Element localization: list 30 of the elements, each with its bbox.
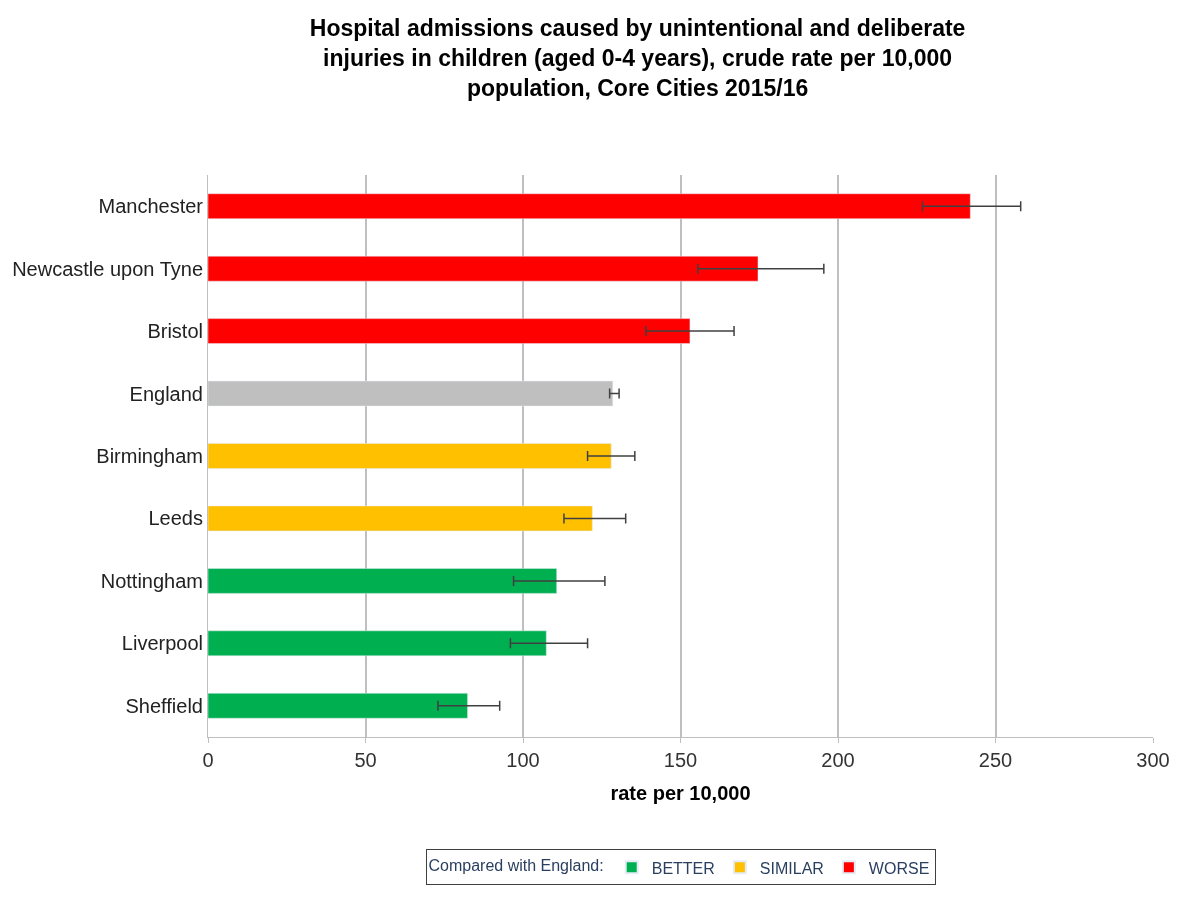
x-tick-label: 100 — [506, 749, 540, 771]
y-tick-label: Manchester — [98, 195, 204, 218]
y-tick-label: England — [129, 382, 203, 405]
x-tick-label: 0 — [202, 749, 214, 771]
y-tick-label: Liverpool — [121, 632, 203, 655]
y-tick-label: Leeds — [148, 507, 203, 530]
x-tick-label: 250 — [978, 749, 1013, 771]
x-tick-label: 50 — [354, 749, 377, 771]
legend-label: BETTER — [651, 859, 715, 877]
y-tick-label: Sheffield — [125, 694, 203, 717]
bar — [208, 193, 971, 219]
y-tick-label: Newcastle upon Tyne — [12, 257, 203, 280]
bar — [208, 568, 557, 594]
bar — [208, 443, 612, 469]
bar — [208, 505, 593, 532]
y-tick-label: Nottingham — [100, 569, 203, 592]
bar — [208, 630, 547, 657]
x-tick-label: 150 — [663, 749, 698, 771]
x-tick-label: 300 — [1136, 749, 1170, 771]
chart-title: Hospital admissions caused by unintentional and deliberate injuries in children (aged 0-4 years), crude rate per 10,000 population, Core Cities 2015/16 — [309, 14, 966, 101]
bar — [208, 693, 468, 719]
legend-title: Compared with England: — [428, 857, 604, 875]
legend-label: SIMILAR — [759, 859, 824, 877]
legend-label: WORSE — [868, 859, 930, 877]
bar — [208, 318, 691, 344]
x-axis-title: rate per 10,000 — [610, 781, 751, 804]
y-tick-label: Bristol — [147, 320, 203, 343]
y-tick-label: Birmingham — [96, 445, 203, 467]
x-tick-label: 200 — [821, 749, 855, 771]
bar — [208, 255, 759, 282]
